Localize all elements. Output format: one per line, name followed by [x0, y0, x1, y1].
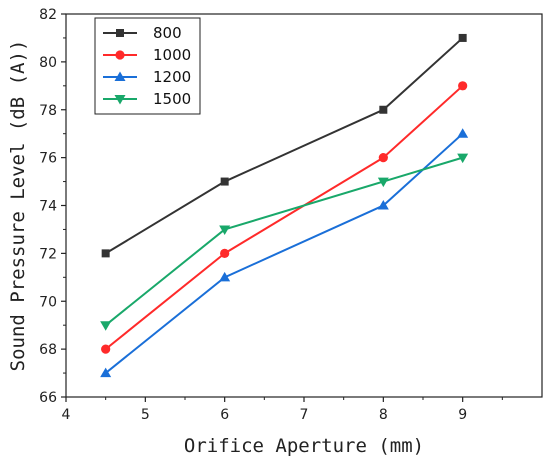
series-line-800 [105, 37, 464, 255]
x-tick-label: 8 [379, 407, 388, 423]
legend-label: 1500 [153, 90, 191, 108]
data-point-800 [379, 105, 388, 114]
legend-label: 1200 [153, 68, 191, 86]
legend-label: 1000 [153, 46, 191, 64]
series-line-1200 [105, 132, 464, 374]
data-point-1000 [378, 153, 388, 163]
data-point-800 [220, 177, 229, 186]
y-tick-label: 68 [39, 342, 57, 358]
data-point-1500 [457, 153, 469, 164]
y-tick-label: 78 [39, 103, 57, 119]
data-point-1000 [101, 344, 111, 354]
series-line-1000 [105, 85, 464, 350]
data-point-1000 [220, 248, 230, 258]
data-point-1000 [458, 81, 468, 91]
legend-marker [115, 50, 125, 60]
y-axis-title: Sound Pressure Level (dB (A)) [7, 40, 29, 372]
data-point-1200 [377, 200, 389, 210]
legend-marker [116, 29, 124, 37]
x-tick-label: 6 [220, 407, 229, 423]
legend-label: 800 [153, 24, 182, 42]
data-point-800 [101, 249, 110, 258]
legend-marker [114, 95, 126, 105]
data-point-1200 [457, 128, 469, 138]
data-point-1500 [219, 225, 231, 235]
x-tick-label: 9 [458, 407, 467, 423]
y-tick-label: 80 [39, 55, 57, 71]
y-tick-label: 76 [39, 151, 57, 167]
legend: 800 1000 1200 1500 [94, 17, 201, 115]
plot-markers [100, 33, 469, 378]
x-tick-label: 7 [300, 407, 309, 423]
data-point-1500 [377, 177, 389, 188]
series-line-1500 [105, 156, 463, 326]
y-tick-label: 72 [39, 246, 57, 262]
legend-marker [114, 71, 126, 81]
y-tick-label: 70 [39, 294, 57, 310]
plot-lines [105, 37, 464, 374]
x-tick-label: 5 [141, 407, 150, 423]
y-tick-label: 74 [39, 199, 57, 215]
y-tick-label: 66 [39, 390, 57, 406]
data-point-1500 [100, 321, 112, 331]
x-tick-label: 4 [62, 407, 71, 423]
y-tick-label: 82 [39, 7, 57, 23]
data-point-1200 [219, 271, 231, 282]
data-point-800 [458, 33, 467, 42]
data-point-1200 [100, 367, 112, 378]
x-axis-title: Orifice Aperture (mm) [184, 435, 424, 457]
